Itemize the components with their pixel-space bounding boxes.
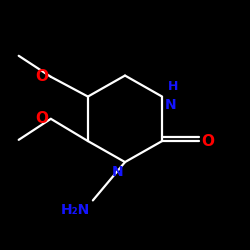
Text: O: O — [202, 134, 215, 148]
Text: N: N — [112, 164, 124, 178]
Text: N: N — [165, 98, 177, 112]
Text: H₂N: H₂N — [61, 203, 90, 217]
Text: O: O — [35, 111, 48, 126]
Text: H: H — [168, 80, 179, 93]
Text: O: O — [35, 69, 48, 84]
